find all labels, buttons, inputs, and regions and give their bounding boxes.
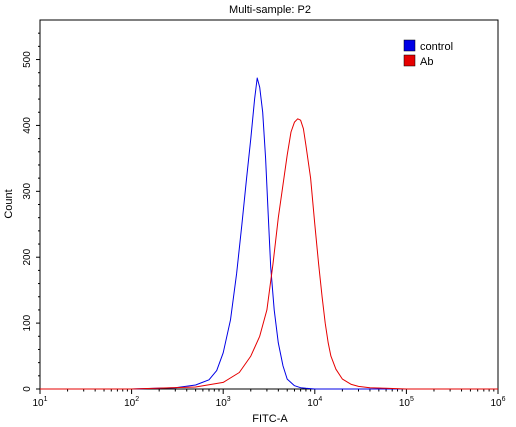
- series-line-control: [40, 77, 498, 390]
- legend-label: control: [420, 41, 453, 53]
- y-tick-label: 300: [22, 183, 33, 200]
- x-tick-label: 103: [216, 396, 231, 409]
- y-tick-label: 500: [22, 51, 33, 68]
- y-tick-label: 400: [22, 117, 33, 134]
- legend-swatch: [403, 39, 416, 52]
- y-tick-label: 200: [22, 248, 33, 265]
- y-axis-label: Count: [3, 189, 15, 218]
- x-tick-label: 104: [307, 396, 322, 409]
- x-axis: 101 102 103 104 105 106: [32, 389, 506, 409]
- legend: control Ab: [403, 39, 453, 68]
- chart-title: Multi-sample: P2: [229, 4, 311, 16]
- legend-label: Ab: [420, 56, 433, 68]
- y-tick-label: 100: [22, 314, 33, 331]
- y-tick-label: 0: [22, 386, 33, 392]
- y-axis: 0 100 200 300 400 500: [22, 32, 40, 392]
- x-axis-label: FITC-A: [252, 413, 288, 425]
- series-layer: [40, 77, 498, 390]
- x-tick-label: 101: [32, 396, 47, 409]
- x-tick-label: 105: [399, 396, 414, 409]
- x-tick-label: 106: [490, 396, 505, 409]
- plot-frame: [39, 19, 499, 390]
- series-line-ab: [40, 118, 498, 390]
- x-tick-label: 102: [124, 396, 139, 409]
- legend-swatch: [403, 54, 416, 67]
